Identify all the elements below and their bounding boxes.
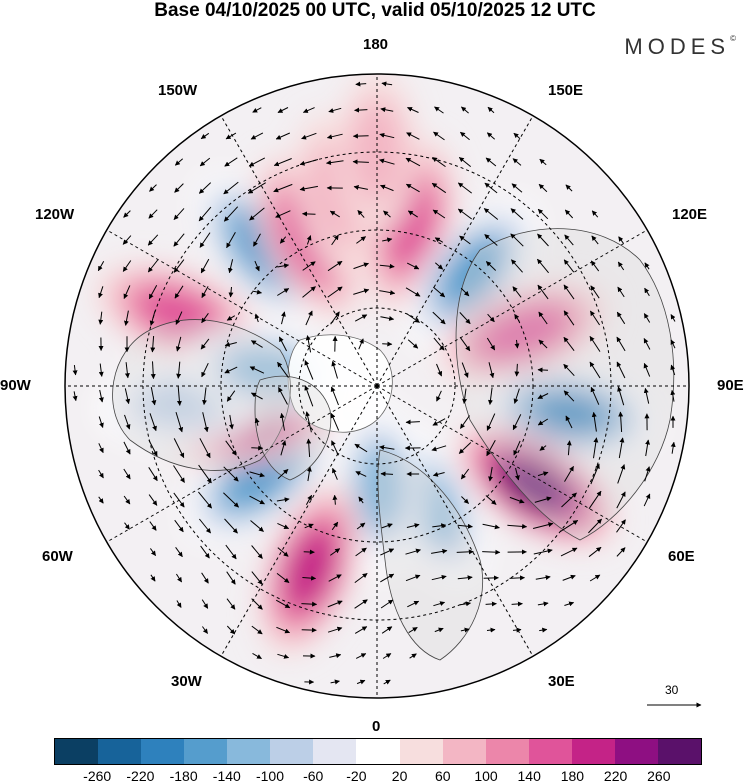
colorbar-swatch bbox=[55, 739, 98, 764]
colorbar-tick-label: 180 bbox=[561, 768, 584, 784]
wind-vector bbox=[303, 214, 316, 215]
colorbar-swatch bbox=[400, 739, 443, 764]
colorbar-tick-label: -100 bbox=[256, 768, 284, 784]
colorbar-swatch bbox=[356, 739, 399, 764]
lon-label-0: 0 bbox=[372, 718, 380, 736]
colorbar-tick-label: -180 bbox=[170, 768, 198, 784]
lon-label-120e: 120E bbox=[672, 206, 707, 224]
colorbar-tick-label: -60 bbox=[303, 768, 323, 784]
colorbar-tick-label: 220 bbox=[604, 768, 627, 784]
lon-label-150w: 150W bbox=[158, 82, 197, 100]
lon-label-60w: 60W bbox=[42, 548, 73, 566]
colorbar-tick-label: -260 bbox=[83, 768, 111, 784]
colorbar-swatch bbox=[615, 739, 658, 764]
lon-label-30e: 30E bbox=[548, 673, 575, 691]
colorbar-tick-label: 20 bbox=[392, 768, 408, 784]
colorbar-tick-label: 60 bbox=[435, 768, 451, 784]
lon-label-90w: 90W bbox=[0, 377, 31, 395]
colorbar-swatch bbox=[572, 739, 615, 764]
vector-scale-legend: 30 bbox=[645, 683, 705, 713]
colorbar-tick-label: -20 bbox=[346, 768, 366, 784]
colorbar-swatch bbox=[184, 739, 227, 764]
colorbar-swatch bbox=[443, 739, 486, 764]
lon-label-180: 180 bbox=[363, 36, 388, 54]
lon-label-150e: 150E bbox=[548, 82, 583, 100]
lon-label-120w: 120W bbox=[35, 206, 74, 224]
colorbar: -260 -220 -180 -140 -100 -60 -20 20 60 100 140 180 2… bbox=[54, 738, 702, 783]
lon-label-90e: 90E bbox=[717, 377, 744, 395]
colorbar-swatch bbox=[529, 739, 572, 764]
colorbar-swatch bbox=[270, 739, 313, 764]
colorbar-tick-label: 140 bbox=[518, 768, 541, 784]
colorbar-swatch bbox=[227, 739, 270, 764]
colorbar-swatch bbox=[658, 739, 701, 764]
colorbar-tick-label: -140 bbox=[213, 768, 241, 784]
colorbar-swatch bbox=[141, 739, 184, 764]
colorbar-swatch bbox=[486, 739, 529, 764]
colorbar-tick-label: 100 bbox=[474, 768, 497, 784]
colorbar-ticks: -260 -220 -180 -140 -100 -60 -20 20 60 100 140 180 2… bbox=[54, 765, 702, 783]
wind-vector bbox=[538, 370, 548, 371]
colorbar-swatch bbox=[98, 739, 141, 764]
colorbar-swatches bbox=[54, 738, 702, 765]
lon-label-60e: 60E bbox=[668, 548, 695, 566]
colorbar-tick-label: -220 bbox=[126, 768, 154, 784]
colorbar-swatch bbox=[313, 739, 356, 764]
lon-label-30w: 30W bbox=[171, 673, 202, 691]
vector-scale-arrow bbox=[645, 683, 705, 713]
colorbar-tick-label: 260 bbox=[647, 768, 670, 784]
